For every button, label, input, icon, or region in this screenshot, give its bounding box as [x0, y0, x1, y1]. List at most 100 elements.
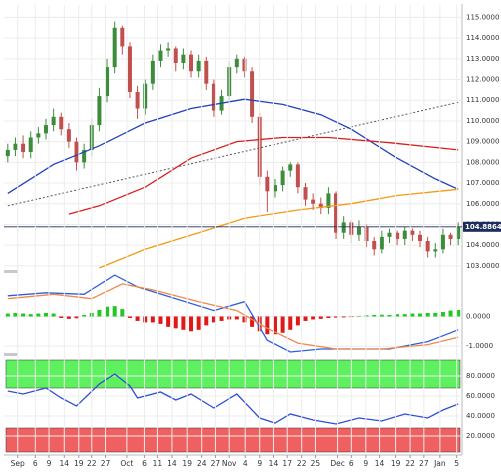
- candle-body: [250, 71, 255, 117]
- histogram-bar: [28, 314, 33, 317]
- y-tick-label: 113.0000: [466, 55, 499, 63]
- x-tick-label: 19: [391, 459, 401, 468]
- candle-body: [112, 27, 117, 68]
- x-tick-label: 9: [363, 459, 368, 468]
- candle-body: [387, 232, 392, 237]
- candle-body: [433, 249, 438, 252]
- y-tick-label: 0.0000: [466, 312, 491, 320]
- histogram-bar: [265, 316, 270, 335]
- histogram-bar: [43, 312, 48, 317]
- candle-body: [21, 143, 26, 152]
- histogram-bar: [112, 306, 117, 317]
- candle-body: [440, 234, 445, 250]
- y-tick-label: 60.0000: [466, 392, 495, 400]
- candle-body: [334, 193, 339, 233]
- histogram-bar: [303, 316, 308, 321]
- candle-body: [173, 48, 178, 63]
- histogram-bar: [250, 316, 255, 327]
- x-tick-label: Oct: [120, 459, 133, 468]
- candle-body: [43, 125, 48, 134]
- candle-body: [456, 226, 461, 239]
- y-tick-label: 115.0000: [466, 13, 499, 21]
- histogram-bar: [379, 314, 384, 317]
- histogram-bar: [356, 315, 361, 317]
- y-tick-label: 114.0000: [466, 34, 499, 42]
- histogram-bar: [440, 312, 445, 317]
- histogram-bar: [82, 315, 87, 317]
- histogram-bar: [211, 316, 216, 323]
- last-price-label: 104.8864: [465, 223, 501, 231]
- candle-body: [242, 58, 247, 72]
- histogram-bar: [334, 316, 339, 318]
- candle-body: [105, 67, 110, 97]
- histogram-bar: [387, 315, 392, 317]
- histogram-bar: [410, 313, 415, 317]
- histogram-bar: [105, 306, 110, 317]
- candle-body: [379, 236, 384, 250]
- candle-body: [356, 226, 361, 235]
- candle-body: [166, 48, 171, 51]
- candle-body: [402, 230, 407, 239]
- candle-body: [341, 222, 346, 233]
- y-tick-label: 20.0000: [466, 432, 495, 440]
- candle-body: [288, 164, 293, 171]
- x-tick-label: 22: [87, 459, 97, 468]
- candle-body: [280, 170, 285, 186]
- histogram-bar: [311, 316, 316, 320]
- histogram-bar: [242, 316, 247, 323]
- candle-body: [372, 241, 377, 250]
- histogram-bar: [59, 316, 64, 318]
- y-tick-label: 107.0000: [466, 179, 499, 187]
- histogram-bar: [143, 316, 148, 323]
- x-tick-label: 6: [33, 459, 38, 468]
- histogram-bar: [295, 316, 300, 326]
- candle-body: [189, 54, 194, 72]
- x-tick-label: 22: [405, 459, 415, 468]
- x-tick-label: 19: [74, 459, 84, 468]
- trendline: [7, 101, 459, 207]
- histogram-bar: [150, 316, 155, 323]
- x-tick-label: 14: [167, 459, 177, 468]
- candle-body: [204, 60, 209, 84]
- histogram-bar: [272, 316, 277, 335]
- candle-body: [448, 234, 453, 239]
- candle-body: [196, 60, 201, 72]
- y-tick-label: 110.0000: [466, 117, 499, 125]
- histogram-bar: [189, 316, 194, 332]
- x-tick-label: 22: [297, 459, 307, 468]
- histogram-bar: [395, 314, 400, 317]
- candle-body: [143, 83, 148, 109]
- histogram-bar: [219, 316, 224, 321]
- x-tick-label: Dec: [330, 459, 345, 468]
- histogram-bar: [166, 316, 171, 327]
- x-tick-label: 27: [101, 459, 111, 468]
- histogram-bar: [66, 316, 71, 319]
- candle-body: [36, 133, 41, 138]
- candle-body: [181, 54, 186, 63]
- last-price-box: [463, 221, 501, 232]
- histogram-bar: [433, 312, 438, 317]
- histogram-bar: [196, 316, 201, 330]
- histogram-bar: [127, 316, 132, 318]
- indicator-line: [7, 373, 459, 425]
- histogram-bar: [74, 316, 79, 319]
- y-tick-label: 106.0000: [466, 200, 499, 208]
- x-tick-label: Jan: [433, 459, 446, 468]
- histogram-bar: [173, 316, 178, 329]
- candle-body: [211, 83, 216, 111]
- histogram-bar: [51, 313, 56, 317]
- y-tick-label: 108.0000: [466, 158, 499, 166]
- histogram-bar: [135, 316, 140, 321]
- candle-body: [59, 116, 64, 130]
- histogram-bar: [181, 316, 186, 330]
- candle-body: [234, 58, 239, 68]
- histogram-bar: [120, 309, 125, 317]
- y-tick-label: 111.0000: [466, 96, 499, 104]
- candle-body: [135, 91, 140, 109]
- histogram-bar: [341, 316, 346, 318]
- x-tick-label: 6: [349, 459, 354, 468]
- candle-body: [364, 226, 369, 242]
- x-tick-label: 14: [375, 459, 385, 468]
- y-tick-label: 109.0000: [466, 138, 499, 146]
